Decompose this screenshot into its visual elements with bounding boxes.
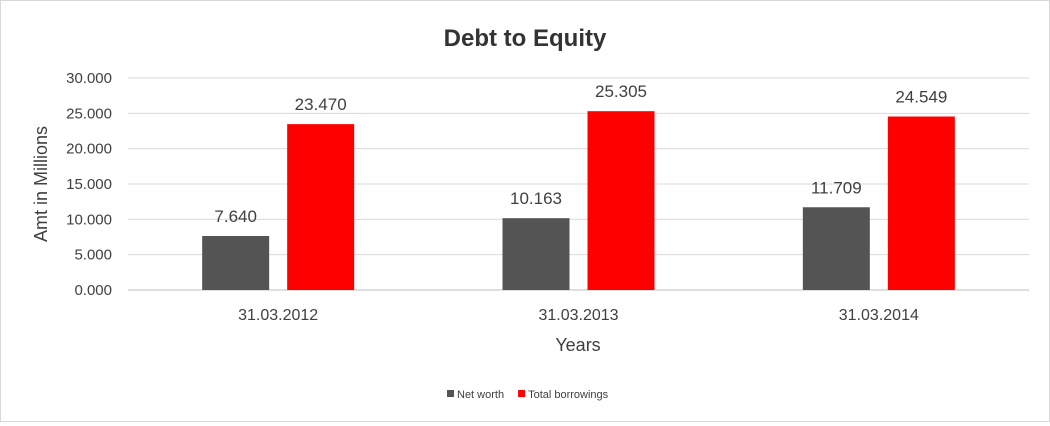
x-axis-ticks: 31.03.2012 31.03.2013 31.03.2014 — [238, 307, 919, 324]
y-tick-label: 25.000 — [66, 105, 112, 122]
y-tick-label: 0.000 — [74, 282, 112, 299]
bar-total-borrowings — [587, 111, 655, 290]
bar-net-worth — [802, 207, 870, 290]
x-tick-label: 31.03.2013 — [538, 307, 618, 324]
bar-net-worth — [502, 218, 570, 290]
data-label: 11.709 — [811, 178, 862, 197]
legend-swatch — [518, 390, 526, 397]
x-axis-title: Years — [555, 335, 600, 355]
data-label: 10.163 — [510, 189, 562, 208]
y-tick-label: 20.000 — [66, 141, 112, 158]
bars — [202, 111, 955, 291]
bar-total-borrowings — [887, 116, 955, 290]
legend-swatch — [447, 390, 454, 397]
y-tick-label: 5.000 — [74, 247, 112, 264]
legend-label: Net worth — [457, 389, 504, 401]
legend-label: Total borrowings — [528, 389, 609, 401]
data-label: 7.640 — [214, 207, 257, 226]
data-label: 24.549 — [895, 88, 947, 107]
data-labels: 7.640 23.470 10.163 25.305 11.709 24.549 — [214, 82, 947, 226]
legend: Net worth Total borrowings — [447, 389, 609, 401]
y-tick-label: 10.000 — [66, 211, 112, 228]
y-tick-label: 15.000 — [66, 176, 112, 193]
bar-total-borrowings — [287, 124, 355, 291]
x-tick-label: 31.03.2014 — [839, 307, 919, 324]
chart-title: Debt to Equity — [444, 25, 607, 52]
x-tick-label: 31.03.2012 — [238, 307, 318, 324]
y-tick-label: 30.000 — [66, 70, 112, 87]
y-axis-ticks: 0.000 5.000 10.000 15.000 20.000 25.000 30.000 — [66, 70, 112, 299]
y-axis-title: Amt in Millions — [31, 126, 51, 242]
data-label: 25.305 — [595, 82, 647, 101]
bar-net-worth — [202, 236, 270, 290]
gridlines — [128, 77, 1029, 291]
data-label: 23.470 — [295, 95, 347, 114]
